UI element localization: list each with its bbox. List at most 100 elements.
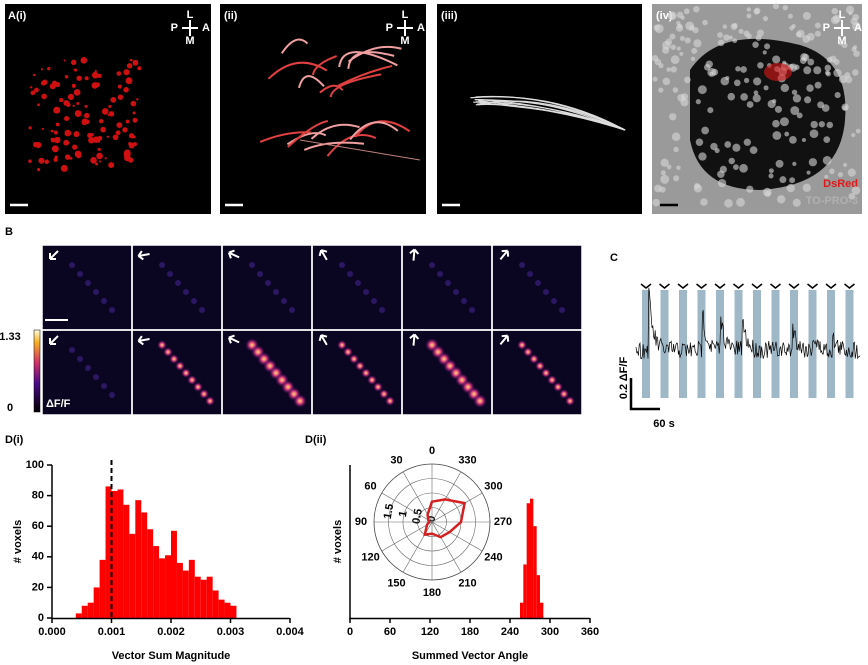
compass-cross	[834, 20, 850, 36]
baseline	[371, 298, 377, 304]
activity	[175, 361, 185, 371]
nucleus	[701, 126, 709, 135]
nucleus	[814, 22, 821, 29]
nucleus	[767, 99, 776, 109]
baseline	[191, 298, 197, 304]
theta-tick-label: 90	[355, 516, 367, 528]
compass-label: M	[400, 35, 409, 47]
baseline	[265, 280, 271, 286]
cell-signal	[117, 84, 122, 89]
nucleus	[834, 92, 841, 99]
nucleus	[676, 165, 681, 170]
nucleus	[814, 30, 821, 37]
direction-arrow	[770, 283, 781, 289]
nucleus	[717, 170, 725, 179]
nucleus	[735, 66, 741, 72]
nucleus	[697, 85, 707, 95]
nucleus	[813, 66, 822, 75]
cell-signal	[90, 157, 97, 164]
nucleus	[672, 87, 679, 93]
baseline	[93, 289, 99, 295]
cell-signal	[96, 152, 103, 160]
activity	[517, 340, 527, 350]
colorbar-label: ΔF/F	[46, 398, 71, 410]
baseline	[429, 262, 435, 268]
cell-signal	[128, 142, 135, 149]
nucleus	[676, 21, 681, 26]
histogram-bar	[87, 602, 94, 618]
cell-signal	[84, 112, 90, 119]
histogram-bar	[176, 562, 183, 618]
cell-signal	[53, 130, 59, 135]
nucleus	[666, 67, 672, 72]
panel-label: A(i)	[8, 10, 27, 22]
baseline	[379, 307, 385, 313]
panel-label: B	[5, 226, 13, 238]
theta-tick-label: 300	[484, 480, 502, 492]
arrow	[499, 334, 510, 345]
arrow	[499, 249, 510, 260]
polar-line	[423, 498, 467, 539]
cell-signal	[72, 144, 78, 150]
neurite	[310, 123, 360, 140]
trace	[473, 101, 626, 131]
nucleus	[807, 58, 815, 66]
r-tick-label: 1	[397, 510, 410, 518]
cell-signal	[126, 63, 133, 69]
activity	[553, 382, 563, 392]
cell-signal	[71, 83, 76, 88]
nucleus	[852, 22, 861, 31]
x-axis-label: Vector Sum Magnitude	[112, 650, 231, 662]
y-tick-label: 100	[26, 459, 44, 471]
theta-tick-label: 120	[361, 551, 379, 563]
histogram-bar	[99, 559, 106, 618]
histogram-bar	[200, 579, 207, 618]
nucleus	[801, 137, 806, 143]
nucleus	[824, 70, 830, 76]
histogram-bar	[153, 546, 160, 618]
stimulus	[642, 290, 650, 398]
cell-signal	[104, 157, 107, 160]
baseline	[527, 271, 533, 277]
theta-tick-label: 60	[364, 480, 376, 492]
neurite	[286, 132, 327, 146]
cell-signal	[108, 111, 115, 117]
baseline	[175, 280, 181, 286]
arrow	[318, 334, 328, 346]
cell-signal	[94, 69, 97, 73]
nucleus	[717, 32, 723, 38]
nucleus	[717, 39, 725, 47]
stimulus	[845, 290, 854, 398]
baseline	[453, 289, 459, 295]
stimulus	[827, 290, 835, 398]
activity	[187, 375, 197, 385]
nucleus	[814, 81, 822, 89]
nucleus	[762, 15, 769, 22]
nucleus	[684, 37, 691, 44]
cell-signal	[95, 162, 99, 166]
theta-tick-label: 240	[484, 551, 502, 563]
neurite	[267, 61, 328, 80]
neurite	[347, 51, 395, 69]
nucleus	[772, 3, 780, 10]
nucleus	[841, 42, 848, 49]
nucleus	[658, 62, 664, 69]
nucleus	[676, 46, 681, 51]
neurite	[280, 38, 309, 54]
y-tick-label: 20	[32, 581, 44, 593]
scale-bar	[629, 378, 660, 411]
neurite	[303, 141, 365, 151]
cell-signal	[64, 154, 71, 160]
colorbar-max: 1.33	[0, 331, 21, 343]
nucleus	[651, 54, 659, 62]
nucleus	[809, 129, 819, 139]
nucleus	[784, 131, 790, 137]
x-tick-label: 360	[581, 626, 599, 638]
cell-signal	[41, 127, 44, 130]
nucleus	[753, 77, 762, 86]
nucleus	[732, 38, 738, 44]
nucleus	[660, 158, 669, 167]
nucleus	[693, 5, 700, 13]
baseline	[289, 307, 295, 313]
